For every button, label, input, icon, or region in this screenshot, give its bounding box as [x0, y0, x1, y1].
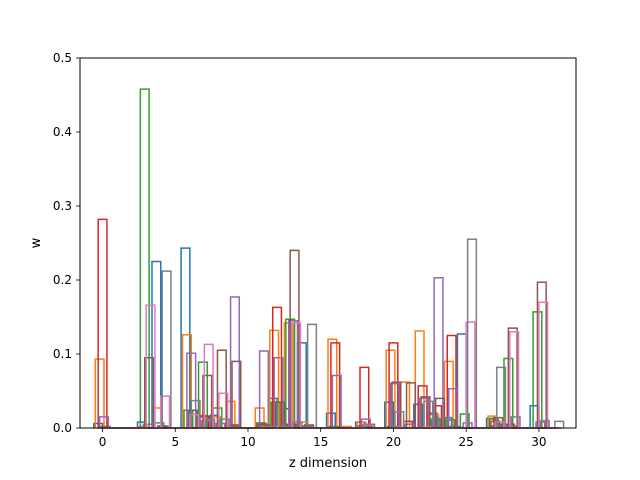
x-tick-label: 25	[459, 435, 474, 449]
x-tick-label: 0	[99, 435, 107, 449]
y-tick-label: 0.2	[53, 273, 72, 287]
y-tick-label: 0.4	[53, 125, 72, 139]
y-tick-label: 0.3	[53, 199, 72, 213]
x-axis: 0 5 10 15 20 25 30	[99, 428, 547, 449]
y-tick-label: 0.0	[53, 421, 72, 435]
plot-frame	[79, 57, 577, 429]
x-tick-label: 10	[240, 435, 255, 449]
x-tick-label: 15	[313, 435, 328, 449]
x-axis-label: z dimension	[289, 456, 367, 471]
y-axis-label: w	[29, 237, 44, 248]
y-axis: 0.0 0.1 0.2 0.3 0.4 0.5	[53, 51, 80, 435]
x-tick-label: 20	[386, 435, 401, 449]
x-tick-label: 5	[171, 435, 179, 449]
y-tick-label: 0.1	[53, 347, 72, 361]
x-tick-label: 30	[531, 435, 546, 449]
y-tick-label: 0.5	[53, 51, 72, 65]
